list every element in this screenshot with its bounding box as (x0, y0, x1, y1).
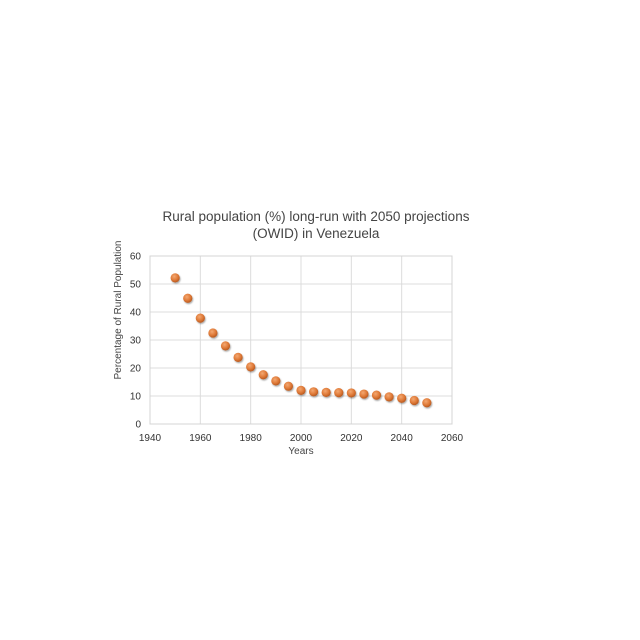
grid-lines (149, 255, 453, 425)
plot-area (149, 255, 453, 425)
data-point (195, 313, 205, 323)
y-tick-label: 60 (130, 252, 142, 263)
x-tick-label: 2020 (340, 433, 363, 444)
data-point (258, 370, 268, 380)
y-tick-label: 20 (130, 364, 142, 375)
data-point (283, 381, 294, 391)
data-points (170, 273, 432, 408)
x-tick-label: 1960 (189, 433, 212, 444)
y-tick-label: 0 (135, 420, 141, 431)
data-point (308, 387, 319, 397)
data-point (183, 293, 193, 303)
chart-title-line-1: Rural population (%) long-run with 2050 … (163, 209, 470, 224)
data-point (246, 362, 256, 372)
data-point (321, 387, 331, 397)
chart-title-line-2: (OWID) in Venezuela (253, 226, 380, 241)
x-tick-label: 2040 (391, 433, 414, 444)
y-axis-title: Percentage of Rural Population (113, 241, 124, 380)
data-point (208, 328, 218, 338)
data-point (409, 395, 419, 406)
data-point (359, 389, 369, 399)
data-point (397, 393, 407, 403)
x-axis-title: Years (288, 446, 313, 457)
data-point (271, 376, 281, 386)
y-tick-label: 30 (130, 336, 142, 347)
data-point (371, 390, 382, 400)
x-tick-label: 1980 (240, 433, 263, 444)
y-tick-label: 50 (130, 280, 142, 291)
data-point (384, 392, 394, 402)
x-tick-label: 1940 (139, 433, 162, 444)
data-point (346, 388, 356, 398)
data-point (334, 388, 344, 398)
data-point (170, 273, 180, 283)
data-point (220, 341, 231, 351)
y-tick-label: 10 (130, 392, 142, 403)
data-point (422, 398, 432, 408)
data-point (233, 352, 243, 362)
y-tick-label: 40 (130, 308, 142, 319)
tick-labels: 0 10 20 30 40 50 60 1940 1960 1980 2000 2020 2040 206… (130, 252, 464, 445)
x-tick-label: 2060 (441, 433, 464, 444)
x-tick-label: 2000 (290, 433, 313, 444)
data-point (296, 385, 306, 395)
